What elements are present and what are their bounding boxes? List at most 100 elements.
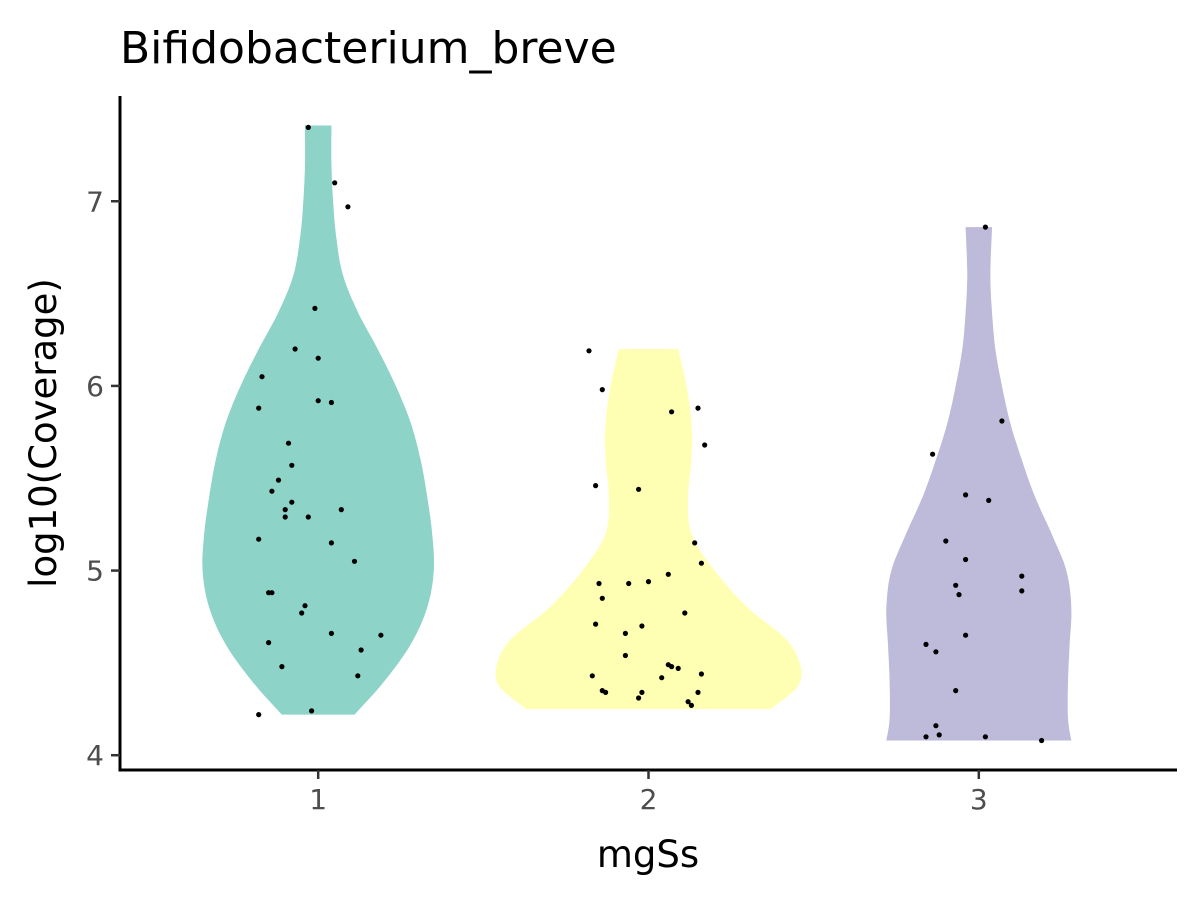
data-point	[332, 180, 338, 186]
data-point	[596, 580, 602, 587]
data-point	[259, 374, 265, 380]
data-point	[999, 418, 1005, 424]
x-tick-label: 2	[640, 783, 658, 816]
data-point	[275, 477, 282, 483]
data-point	[1039, 737, 1045, 744]
data-point	[289, 462, 295, 468]
data-point	[982, 224, 989, 230]
data-point	[256, 405, 262, 411]
x-axis-ticks: 1 2 3	[309, 770, 988, 816]
data-point	[338, 507, 344, 513]
data-point	[936, 732, 942, 738]
data-point	[665, 571, 671, 577]
data-point	[702, 442, 708, 448]
data-point	[358, 647, 364, 653]
data-point	[299, 610, 305, 616]
violin-2	[495, 349, 802, 710]
data-point	[305, 124, 311, 130]
data-point	[963, 556, 969, 563]
data-point	[669, 409, 675, 415]
data-point	[933, 649, 939, 655]
data-point	[695, 689, 701, 696]
data-point	[692, 540, 698, 546]
data-point	[636, 695, 642, 701]
data-point	[285, 440, 292, 446]
data-point	[1019, 573, 1025, 579]
data-point	[675, 665, 681, 672]
data-point	[292, 346, 298, 352]
data-point	[256, 536, 262, 542]
violins-layer	[202, 125, 1072, 741]
data-point	[599, 387, 605, 393]
y-tick-label: 6	[86, 370, 104, 403]
data-point	[309, 708, 315, 714]
data-point	[589, 673, 595, 679]
y-tick-label: 4	[86, 739, 104, 772]
data-point	[269, 488, 275, 494]
data-point	[266, 640, 272, 646]
data-point	[933, 723, 939, 729]
data-point	[639, 623, 645, 629]
data-point	[302, 603, 308, 609]
data-point	[351, 558, 358, 564]
x-axis-title: mgSs	[597, 833, 699, 876]
data-point	[986, 497, 992, 503]
data-point	[923, 641, 929, 648]
data-point	[930, 451, 936, 457]
data-point	[355, 673, 361, 679]
data-point	[636, 486, 642, 492]
chart-title: Bifidobacterium_breve	[120, 23, 617, 74]
x-tick-label: 1	[309, 783, 327, 816]
data-point	[626, 580, 632, 587]
data-point	[328, 630, 334, 637]
data-point	[312, 305, 318, 311]
data-point	[289, 499, 295, 505]
data-point	[698, 671, 705, 677]
data-point	[688, 702, 695, 709]
data-point	[328, 399, 334, 406]
data-point	[315, 355, 321, 361]
data-point	[659, 675, 665, 681]
data-point	[943, 538, 949, 544]
data-point	[622, 652, 629, 659]
violin-3	[886, 227, 1072, 741]
data-point	[279, 664, 285, 670]
data-point	[593, 483, 599, 489]
data-point	[345, 204, 351, 210]
data-point	[698, 560, 705, 566]
data-point	[305, 514, 311, 520]
data-point	[645, 579, 652, 585]
y-axis-ticks: 4 5 6 7	[86, 185, 120, 772]
data-point	[599, 595, 605, 601]
points-layer	[256, 124, 1045, 744]
data-point	[599, 688, 605, 694]
violin-1	[202, 125, 434, 715]
y-axis-title: log10(Coverage)	[22, 278, 65, 588]
data-point	[593, 621, 599, 627]
data-point	[266, 590, 272, 596]
data-point	[685, 699, 691, 705]
data-point	[378, 632, 384, 638]
data-point	[665, 662, 671, 668]
data-point	[328, 540, 334, 546]
data-point	[639, 689, 645, 696]
data-point	[256, 712, 262, 718]
data-point	[982, 734, 989, 740]
data-point	[923, 734, 929, 740]
data-point	[682, 610, 688, 616]
data-point	[315, 398, 321, 404]
data-point	[953, 688, 959, 694]
x-tick-label: 3	[970, 783, 988, 816]
data-point	[963, 492, 969, 498]
data-point	[586, 348, 592, 354]
y-tick-label: 5	[86, 555, 104, 588]
data-point	[282, 514, 288, 520]
data-point	[622, 630, 629, 637]
data-point	[956, 592, 962, 598]
data-point	[1019, 588, 1025, 594]
y-tick-label: 7	[86, 185, 104, 218]
data-point	[963, 632, 969, 638]
data-point	[282, 507, 288, 513]
data-point	[695, 405, 701, 411]
